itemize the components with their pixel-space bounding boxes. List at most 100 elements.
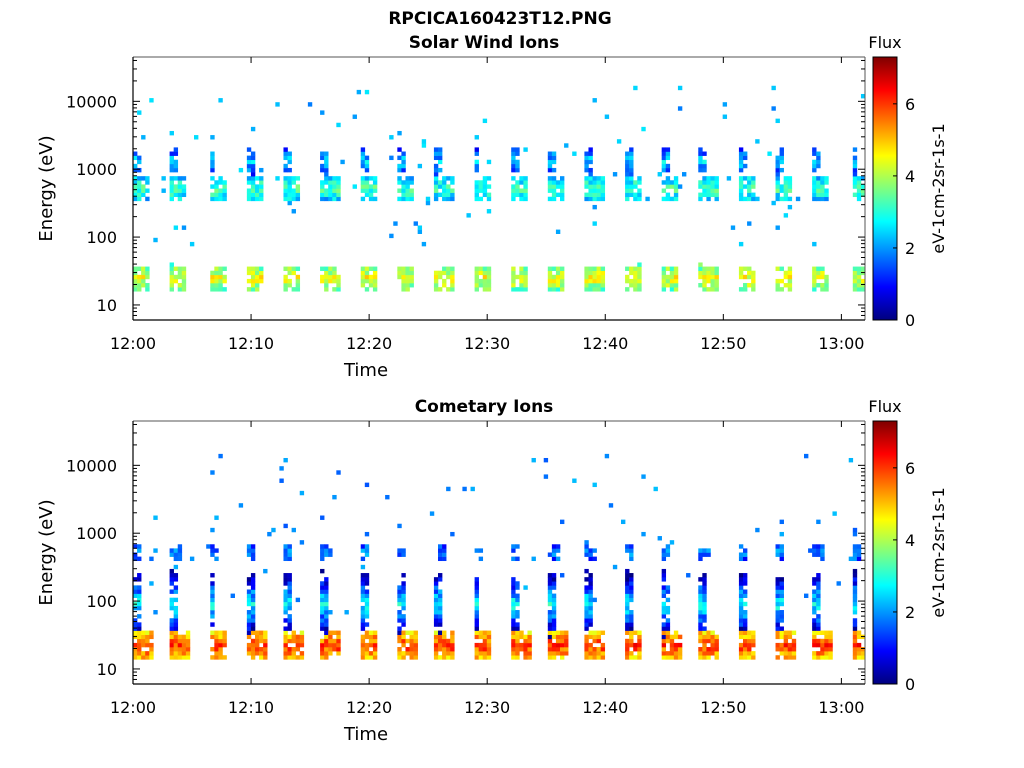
spectrogram-cell: [474, 647, 479, 652]
spectrogram-cell: [523, 188, 528, 193]
spectrogram-cell: [816, 581, 821, 586]
spectrogram-cell: [433, 188, 439, 193]
spectrogram-cell: [637, 274, 642, 280]
spectrogram-cell: [474, 196, 479, 202]
spectrogram-cell: [600, 630, 606, 635]
spectrogram-cell: [328, 184, 333, 189]
spectrogram-cell: [551, 278, 557, 284]
spectrogram-cell: [775, 188, 780, 193]
spectrogram-cell: [263, 568, 268, 574]
spectrogram-cell: [584, 548, 589, 553]
spectrogram-cell: [433, 655, 439, 660]
spectrogram-cell: [625, 188, 630, 193]
spectrogram-cell: [474, 610, 479, 615]
spectrogram-cell: [214, 287, 219, 292]
spectrogram-cell: [442, 552, 447, 557]
spectrogram-cell: [372, 180, 378, 185]
spectrogram-cell: [169, 278, 174, 284]
spectrogram-cell: [669, 655, 675, 660]
spectrogram-cell: [783, 213, 789, 218]
spectrogram-cell: [592, 556, 597, 562]
spectrogram-cell: [547, 287, 553, 292]
spectrogram-cell: [133, 155, 138, 161]
spectrogram-cell: [405, 188, 410, 193]
spectrogram-cell: [263, 655, 268, 660]
spectrogram-cell: [409, 651, 414, 656]
spectrogram-cell: [710, 278, 715, 284]
spectrogram-cell: [474, 581, 479, 586]
spectrogram-cell: [263, 642, 268, 648]
spectrogram-cell: [661, 188, 667, 193]
spectrogram-cell: [629, 577, 634, 582]
spectrogram-cell: [295, 266, 301, 271]
spectrogram-cell: [401, 167, 406, 173]
spectrogram-cell: [629, 581, 634, 586]
spectrogram-cell: [295, 274, 301, 280]
spectrogram-cell: [133, 552, 138, 557]
spectrogram-cell: [783, 196, 789, 202]
spectrogram-cell: [852, 283, 858, 288]
spectrogram-cell: [669, 274, 675, 280]
spectrogram-cell: [405, 196, 410, 202]
spectrogram-cell: [547, 601, 553, 607]
spectrogram-cell: [588, 274, 593, 280]
spectrogram-cell: [320, 548, 325, 553]
spectrogram-cell: [779, 159, 784, 165]
spectrogram-cell: [511, 270, 516, 276]
spectrogram-cell: [592, 597, 597, 603]
spectrogram-cell: [137, 634, 142, 640]
spectrogram-cell: [738, 163, 744, 169]
spectrogram-cell: [633, 642, 638, 648]
spectrogram-cell: [812, 192, 817, 198]
spectrogram-cell: [324, 172, 329, 177]
spectrogram-cell: [336, 122, 341, 128]
spectrogram-cell: [698, 647, 703, 652]
spectrogram-cell: [702, 585, 707, 590]
spectrogram-cell: [433, 605, 439, 611]
spectrogram-cell: [738, 176, 744, 181]
spectrogram-cell: [547, 184, 553, 189]
spectrogram-cell: [137, 626, 142, 631]
spectrogram-cell: [812, 626, 817, 631]
spectrogram-cell: [673, 188, 679, 193]
spectrogram-cell: [706, 184, 711, 189]
spectrogram-cell: [698, 192, 703, 198]
spectrogram-cell: [702, 548, 707, 553]
spectrogram-cell: [433, 192, 439, 198]
spectrogram-cell: [210, 610, 215, 615]
spectrogram-cell: [218, 180, 223, 185]
spectrogram-cell: [714, 655, 719, 660]
spectrogram-cell: [551, 601, 557, 607]
spectrogram-cell: [698, 618, 703, 623]
spectrogram-cell: [661, 163, 667, 169]
spectrogram-cell: [409, 270, 414, 276]
spectrogram-cell: [743, 274, 748, 280]
spectrogram-cell: [141, 135, 146, 140]
spectrogram-cell: [775, 642, 780, 648]
spectrogram-cell: [787, 204, 793, 210]
spectrogram-cell: [438, 610, 443, 615]
spectrogram-cell: [551, 274, 557, 280]
spectrogram-cell: [812, 176, 817, 181]
spectrogram-cell: [629, 638, 634, 644]
spectrogram-cell: [824, 176, 829, 181]
spectrogram-cell: [783, 180, 789, 185]
spectrogram-cell: [210, 527, 215, 533]
spectrogram-cell: [673, 655, 679, 660]
spectrogram-cell: [547, 283, 553, 288]
spectrogram-cell: [250, 552, 256, 557]
spectrogram-cell: [397, 589, 402, 594]
spectrogram-cell: [283, 147, 288, 152]
spectrogram-cell: [474, 597, 479, 603]
spectrogram-cell: [588, 618, 593, 623]
spectrogram-cell: [860, 278, 866, 284]
spectrogram-cell: [246, 159, 252, 165]
spectrogram-cell: [702, 287, 707, 292]
spectrogram-cell: [698, 552, 703, 557]
spectrogram-cell: [820, 552, 825, 557]
spectrogram-cell: [625, 192, 630, 198]
spectrogram-cell: [324, 610, 329, 615]
spectrogram-cell: [738, 651, 744, 656]
spectrogram-cell: [629, 651, 634, 656]
spectrogram-cell: [665, 155, 671, 161]
